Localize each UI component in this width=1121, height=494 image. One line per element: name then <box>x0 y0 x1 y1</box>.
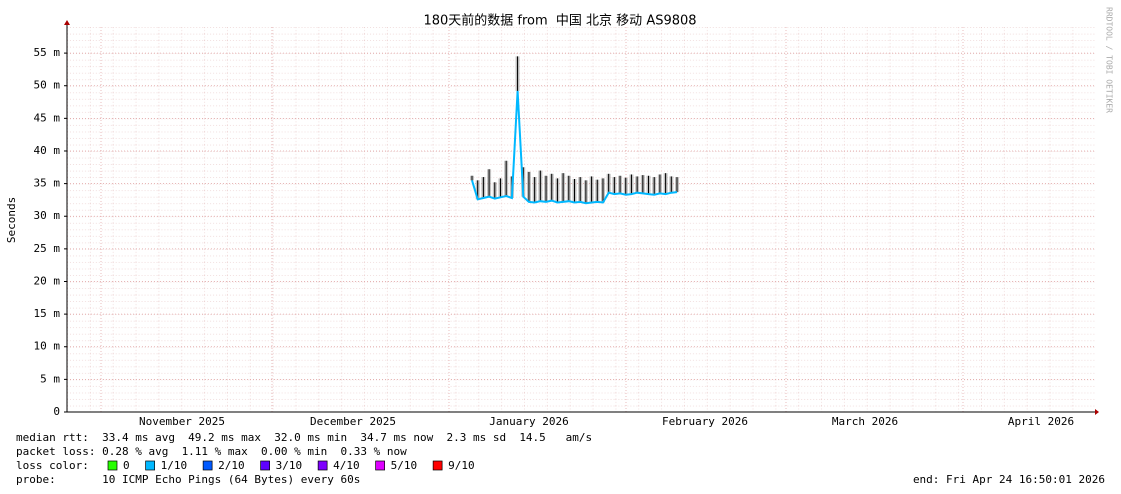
y-tick-label: 50 m <box>34 79 61 92</box>
loss-color-label: loss color: <box>16 459 89 472</box>
y-tick-label: 10 m <box>34 340 61 353</box>
x-tick-label: February 2026 <box>662 415 748 428</box>
y-tick-label: 30 m <box>34 209 61 222</box>
loss-swatch <box>260 460 270 471</box>
y-tick-label: 45 m <box>34 111 61 124</box>
loss-swatch <box>317 460 328 471</box>
stats-rtt: median rtt: 33.4 ms avg 49.2 ms max 32.0… <box>16 431 592 444</box>
axes <box>64 20 1099 415</box>
plot <box>67 27 1095 412</box>
x-tick-label: January 2026 <box>489 415 568 428</box>
loss-swatch <box>202 460 213 471</box>
watermark: RRDTOOL / TOBI OETIKER <box>1105 7 1114 113</box>
loss-swatch <box>432 460 443 471</box>
end-time: end: Fri Apr 24 16:50:01 2026 <box>913 473 1105 486</box>
x-tick-label: March 2026 <box>832 415 898 428</box>
loss-label: 3/10 <box>276 459 303 472</box>
loss-label: 0 <box>123 459 130 472</box>
y-arrow <box>64 20 70 25</box>
y-tick-label: 40 m <box>34 144 61 157</box>
y-tick-label: 35 m <box>34 177 61 190</box>
loss-label: 5/10 <box>391 459 418 472</box>
y-tick-label: 25 m <box>34 242 61 255</box>
chart-title: 180天前的数据 from 中国 北京 移动 AS9808 <box>423 13 696 29</box>
x-tick-label: April 2026 <box>1008 415 1074 428</box>
probe-info: probe: 10 ICMP Echo Pings (64 Bytes) eve… <box>16 473 360 486</box>
y-tick-label: 5 m <box>40 372 60 385</box>
loss-label: 4/10 <box>333 459 360 472</box>
loss-label: 1/10 <box>161 459 188 472</box>
stats-loss: packet loss: 0.28 % avg 1.11 % max 0.00 … <box>16 445 407 458</box>
loss-swatch <box>375 460 385 471</box>
minor-grid <box>67 27 1095 412</box>
loss-label: 2/10 <box>218 459 245 472</box>
loss-swatch <box>145 460 155 471</box>
y-tick-label: 20 m <box>34 274 61 287</box>
loss-label: 9/10 <box>448 459 475 472</box>
y-tick-label: 55 m <box>34 46 61 59</box>
y-axis-label: Seconds <box>5 197 18 243</box>
y-tick-label: 15 m <box>34 307 61 320</box>
y-tick-label: 0 <box>53 405 60 418</box>
loss-swatch <box>107 460 118 471</box>
x-tick-label: December 2025 <box>310 415 396 428</box>
median-line <box>471 90 678 205</box>
x-arrow <box>1095 409 1099 415</box>
x-tick-label: November 2025 <box>139 415 225 428</box>
